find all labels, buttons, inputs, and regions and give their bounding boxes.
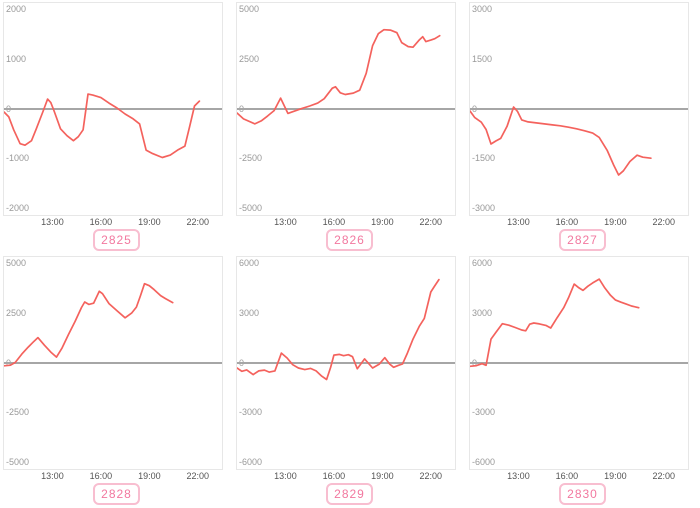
y-axis-tick-label: 2500 — [239, 54, 260, 64]
line-series — [237, 28, 441, 125]
x-axis-tick-label: 22:00 — [186, 471, 210, 481]
badge-row: 2825 — [0, 229, 233, 251]
x-axis-tick-label: 19:00 — [138, 217, 161, 227]
chart-badge[interactable]: 2830 — [559, 483, 606, 505]
chart-plot-area: 600030000-3000-6000 — [469, 256, 689, 470]
zero-gridline — [237, 108, 455, 110]
x-axis-tick-label: 16:00 — [322, 471, 346, 481]
chart-panel-2825: 200010000-1000-2000 13:0016:0019:0022:00… — [0, 0, 233, 254]
x-axis-labels: 13:00 16:00 19:00 22:00 — [466, 217, 699, 229]
y-axis-tick-label: -2500 — [6, 407, 30, 417]
line-series — [470, 106, 652, 176]
badge-row: 2829 — [233, 483, 466, 505]
y-axis-tick-label: -2000 — [6, 203, 30, 213]
x-axis-tick-label: 19:00 — [604, 471, 627, 481]
x-axis-tick-label: 19:00 — [371, 471, 394, 481]
y-axis-tick-label: 5000 — [239, 4, 260, 14]
y-axis-tick-label: 2500 — [6, 308, 27, 318]
x-axis-tick-label: 13:00 — [41, 471, 64, 481]
zero-gridline — [470, 362, 688, 364]
y-axis-tick-label: 1500 — [472, 54, 493, 64]
y-axis-tick-label: 3000 — [239, 308, 260, 318]
x-axis-tick-label: 22:00 — [419, 471, 443, 481]
y-axis-tick-label: 3000 — [472, 4, 493, 14]
x-axis-tick-label: 16:00 — [89, 217, 113, 227]
y-axis-tick-label: 2000 — [6, 4, 27, 14]
badge-row: 2826 — [233, 229, 466, 251]
chart-panel-2828: 500025000-2500-5000 13:0016:0019:0022:00… — [0, 254, 233, 508]
badge-row: 2827 — [466, 229, 699, 251]
x-axis-tick-label: 13:00 — [507, 217, 530, 227]
zero-gridline — [237, 362, 455, 364]
x-axis-tick-label: 22:00 — [186, 217, 210, 227]
x-axis-tick-label: 13:00 — [274, 471, 297, 481]
x-axis-tick-label: 16:00 — [555, 217, 579, 227]
chart-plot-area: 500025000-2500-5000 — [236, 2, 456, 216]
x-axis-tick-label: 13:00 — [41, 217, 64, 227]
line-series — [4, 93, 201, 159]
chart-badge[interactable]: 2826 — [326, 229, 373, 251]
zero-gridline — [4, 362, 222, 364]
x-axis-labels: 13:00 16:00 19:00 22:00 — [233, 217, 466, 229]
line-series — [237, 278, 440, 381]
y-axis-tick-label: 3000 — [472, 308, 493, 318]
x-axis-tick-label: 16:00 — [89, 471, 113, 481]
y-axis-tick-label: 6000 — [239, 258, 260, 268]
badge-row: 2830 — [466, 483, 699, 505]
chart-badge[interactable]: 2828 — [93, 483, 140, 505]
y-axis-tick-label: -1500 — [472, 153, 496, 163]
chart-plot-area: 200010000-1000-2000 — [3, 2, 223, 216]
y-axis-tick-label: -3000 — [239, 407, 263, 417]
x-axis-tick-label: 16:00 — [555, 471, 579, 481]
zero-gridline — [4, 108, 222, 110]
line-series — [4, 282, 174, 367]
chart-plot-area: 600030000-3000-6000 — [236, 256, 456, 470]
y-axis-tick-label: 1000 — [6, 54, 27, 64]
y-axis-tick-label: -2500 — [239, 153, 263, 163]
y-axis-tick-label: -5000 — [239, 203, 263, 213]
y-axis-tick-label: -3000 — [472, 407, 496, 417]
x-axis-tick-label: 22:00 — [419, 217, 443, 227]
x-axis-tick-label: 19:00 — [604, 217, 627, 227]
chart-panel-2830: 600030000-3000-6000 13:0016:0019:0022:00… — [466, 254, 699, 508]
y-axis-tick-label: -3000 — [472, 203, 496, 213]
y-axis-tick-label: -5000 — [6, 457, 30, 467]
y-axis-tick-label: -6000 — [239, 457, 263, 467]
chart-badge[interactable]: 2829 — [326, 483, 373, 505]
chart-plot-area: 500025000-2500-5000 — [3, 256, 223, 470]
chart-badge[interactable]: 2827 — [559, 229, 606, 251]
y-axis-tick-label: 5000 — [6, 258, 27, 268]
y-axis-tick-label: -1000 — [6, 153, 30, 163]
chart-badge[interactable]: 2825 — [93, 229, 140, 251]
x-axis-labels: 13:00 16:00 19:00 22:00 — [466, 471, 699, 483]
x-axis-tick-label: 16:00 — [322, 217, 346, 227]
x-axis-labels: 13:00 16:00 19:00 22:00 — [233, 471, 466, 483]
y-axis-tick-label: 6000 — [472, 258, 493, 268]
chart-panel-2826: 500025000-2500-5000 13:0016:0019:0022:00… — [233, 0, 466, 254]
x-axis-labels: 13:00 16:00 19:00 22:00 — [0, 217, 233, 229]
x-axis-tick-label: 19:00 — [371, 217, 394, 227]
chart-plot-area: 300015000-1500-3000 — [469, 2, 689, 216]
chart-panel-2829: 600030000-3000-6000 13:0016:0019:0022:00… — [233, 254, 466, 508]
zero-gridline — [470, 108, 688, 110]
x-axis-labels: 13:00 16:00 19:00 22:00 — [0, 471, 233, 483]
line-series — [470, 278, 640, 368]
x-axis-tick-label: 22:00 — [652, 217, 676, 227]
x-axis-tick-label: 13:00 — [507, 471, 530, 481]
badge-row: 2828 — [0, 483, 233, 505]
x-axis-tick-label: 22:00 — [652, 471, 676, 481]
x-axis-tick-label: 13:00 — [274, 217, 297, 227]
y-axis-tick-label: -6000 — [472, 457, 496, 467]
chart-panel-2827: 300015000-1500-3000 13:0016:0019:0022:00… — [466, 0, 699, 254]
x-axis-tick-label: 19:00 — [138, 471, 161, 481]
